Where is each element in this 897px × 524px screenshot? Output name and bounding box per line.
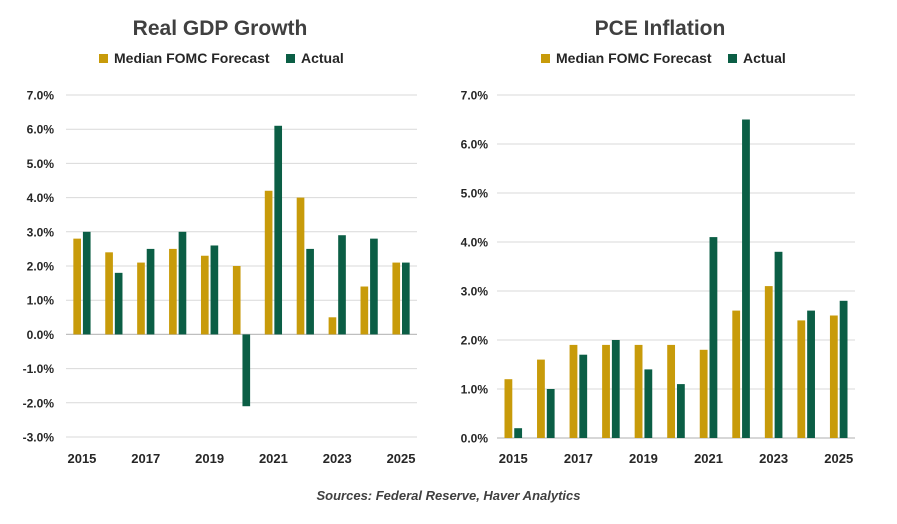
source-note: Sources: Federal Reserve, Haver Analytic… (316, 488, 581, 503)
gdp-bar-forecast-2016 (105, 252, 113, 335)
pce-x-tick-label: 2021 (694, 451, 723, 466)
gdp-bar-actual-2023 (338, 235, 346, 335)
pce-x-tick-label: 2015 (499, 451, 528, 466)
pce-x-tick-label: 2017 (564, 451, 593, 466)
gdp-bar-forecast-2024 (360, 286, 369, 335)
gdp-y-tick-label: 6.0% (27, 123, 55, 137)
gdp-x-tick-label: 2015 (67, 451, 96, 466)
gdp-bar-forecast-2022 (296, 197, 305, 335)
pce-bar-actual-2018 (611, 340, 620, 438)
gdp-chart-title: Real GDP Growth (133, 17, 308, 40)
gdp-bar-forecast-2015 (73, 238, 81, 335)
pce-bar-forecast-2020 (667, 344, 676, 438)
pce-chart-title: PCE Inflation (595, 17, 726, 40)
gdp-bar-forecast-2023 (328, 317, 337, 335)
pce-bar-actual-2024 (807, 310, 815, 438)
pce-bar-forecast-2022 (732, 310, 741, 438)
pce-bar-actual-2020 (676, 384, 685, 438)
gdp-bar-actual-2024 (370, 238, 378, 335)
pce-bar-actual-2025 (839, 300, 848, 438)
gdp-bar-actual-2025 (402, 262, 410, 335)
gdp-y-tick-label: 2.0% (27, 260, 55, 274)
gdp-y-tick-label: 4.0% (27, 191, 55, 205)
gdp-y-tick-label: 0.0% (27, 328, 55, 342)
gdp-y-tick-label: 5.0% (27, 157, 55, 171)
gdp-legend-label-forecast: Median FOMC Forecast (114, 50, 270, 66)
pce-bar-forecast-2019 (634, 344, 643, 438)
gdp-x-tick-label: 2021 (259, 451, 288, 466)
gdp-bar-actual-2022 (306, 248, 314, 335)
gdp-bar-actual-2015 (82, 231, 91, 335)
gdp-bar-forecast-2021 (264, 190, 273, 335)
gdp-y-tick-label: -2.0% (23, 396, 55, 410)
gdp-bar-forecast-2017 (137, 262, 145, 335)
pce-y-tick-label: 5.0% (461, 187, 489, 201)
gdp-bar-actual-2021 (274, 125, 283, 335)
pce-legend-label-actual: Actual (743, 50, 786, 66)
gdp-x-tick-label: 2023 (323, 451, 352, 466)
gdp-y-tick-label: 3.0% (27, 225, 55, 239)
pce-bar-forecast-2025 (829, 315, 838, 438)
gdp-y-tick-label: -3.0% (23, 431, 55, 445)
gdp-bar-actual-2019 (210, 245, 219, 335)
pce-legend-label-forecast: Median FOMC Forecast (556, 50, 712, 66)
gdp-y-tick-label: 7.0% (27, 89, 55, 103)
pce-bar-forecast-2017 (569, 344, 578, 438)
gdp-bar-forecast-2018 (169, 248, 177, 335)
gdp-bar-forecast-2020 (232, 266, 241, 335)
pce-y-tick-label: 2.0% (461, 334, 489, 348)
gdp-legend-label-actual: Actual (301, 50, 344, 66)
pce-bar-actual-2021 (709, 237, 718, 438)
gdp-legend-swatch-actual (286, 54, 295, 63)
pce-y-tick-label: 6.0% (461, 138, 489, 152)
pce-y-tick-label: 7.0% (461, 89, 489, 103)
gdp-chart: Real GDP Growth Median FOMC Forecast Actua… (23, 17, 417, 466)
pce-y-tick-label: 0.0% (461, 432, 489, 446)
pce-bar-forecast-2016 (537, 359, 545, 438)
gdp-bar-actual-2018 (178, 231, 187, 335)
pce-bar-forecast-2024 (797, 320, 806, 438)
gdp-bar-actual-2020 (242, 334, 251, 407)
gdp-x-tick-label: 2025 (387, 451, 416, 466)
pce-bar-actual-2022 (742, 119, 750, 438)
pce-bar-forecast-2021 (699, 349, 708, 438)
pce-y-tick-label: 3.0% (461, 285, 489, 299)
pce-bar-forecast-2018 (602, 344, 610, 438)
gdp-y-tick-label: -1.0% (23, 362, 55, 376)
pce-x-tick-label: 2025 (824, 451, 853, 466)
gdp-x-tick-label: 2019 (195, 451, 224, 466)
pce-bar-actual-2023 (774, 251, 783, 438)
pce-x-tick-label: 2023 (759, 451, 788, 466)
pce-legend-swatch-forecast (541, 54, 550, 63)
pce-bar-actual-2016 (546, 389, 555, 438)
pce-legend-swatch-actual (728, 54, 737, 63)
pce-y-tick-label: 4.0% (461, 236, 489, 250)
gdp-y-tick-label: 1.0% (27, 294, 55, 308)
gdp-x-tick-label: 2017 (131, 451, 160, 466)
gdp-bar-forecast-2019 (200, 255, 209, 335)
pce-bar-actual-2017 (579, 354, 588, 438)
pce-bar-actual-2015 (514, 428, 523, 438)
pce-bar-forecast-2015 (504, 379, 513, 438)
gdp-bar-actual-2016 (114, 272, 123, 335)
pce-chart: PCE Inflation Median FOMC Forecast Actual 7… (461, 17, 855, 466)
gdp-bar-actual-2017 (146, 248, 155, 335)
gdp-legend-swatch-forecast (99, 54, 108, 63)
pce-bar-actual-2019 (644, 369, 653, 438)
pce-x-tick-label: 2019 (629, 451, 658, 466)
gdp-bar-forecast-2025 (392, 262, 401, 335)
pce-y-tick-label: 1.0% (461, 383, 489, 397)
pce-bar-forecast-2023 (764, 286, 773, 438)
